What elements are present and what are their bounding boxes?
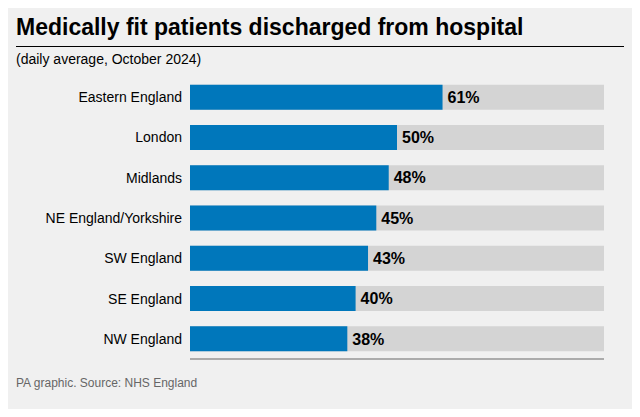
svg-text:SE England: SE England [108,291,182,307]
svg-text:48%: 48% [394,169,426,186]
svg-text:40%: 40% [361,290,393,307]
svg-text:London: London [135,129,182,145]
svg-text:38%: 38% [352,331,384,348]
html-text:PA graphic. Source: NHS Englan: PA graphic. Source: NHS England [16,376,198,390]
svg-text:45%: 45% [381,210,413,227]
svg-text:Midlands: Midlands [126,170,182,186]
svg-text:NE England/Yorkshire: NE England/Yorkshire [46,210,183,226]
svg-text:Eastern England: Eastern England [78,89,182,105]
html-text:(daily average, October 2024): (daily average, October 2024) [16,51,202,67]
svg-text:50%: 50% [402,129,434,146]
svg-text:43%: 43% [373,250,405,267]
svg-text:SW England: SW England [104,250,182,266]
html-text:Medically fit patients dischar: Medically fit patients discharged from h… [16,14,524,40]
svg-text:NW England: NW England [103,331,182,347]
svg-text:61%: 61% [448,89,480,106]
